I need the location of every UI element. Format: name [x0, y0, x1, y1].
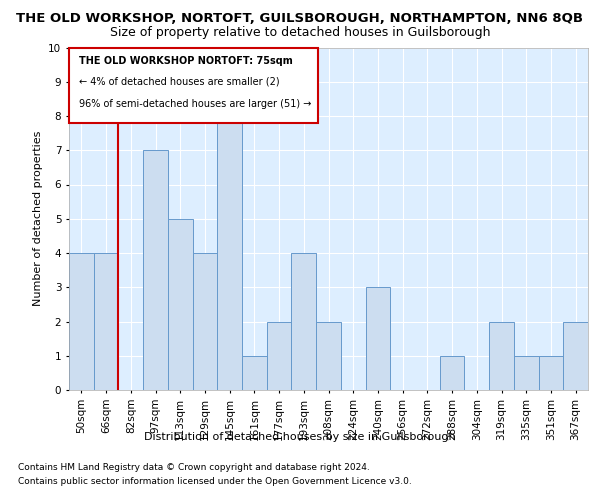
Bar — [514, 356, 539, 390]
Text: 96% of semi-detached houses are larger (51) →: 96% of semi-detached houses are larger (… — [79, 99, 312, 109]
Bar — [316, 322, 341, 390]
Bar — [143, 150, 168, 390]
Bar — [292, 253, 316, 390]
Bar — [539, 356, 563, 390]
FancyBboxPatch shape — [69, 48, 318, 123]
Text: ← 4% of detached houses are smaller (2): ← 4% of detached houses are smaller (2) — [79, 76, 280, 86]
Bar — [242, 356, 267, 390]
Bar — [217, 116, 242, 390]
Bar — [267, 322, 292, 390]
Text: THE OLD WORKSHOP NORTOFT: 75sqm: THE OLD WORKSHOP NORTOFT: 75sqm — [79, 56, 293, 66]
Bar — [563, 322, 588, 390]
Bar — [94, 253, 118, 390]
Text: Distribution of detached houses by size in Guilsborough: Distribution of detached houses by size … — [144, 432, 456, 442]
Text: THE OLD WORKSHOP, NORTOFT, GUILSBOROUGH, NORTHAMPTON, NN6 8QB: THE OLD WORKSHOP, NORTOFT, GUILSBOROUGH,… — [17, 12, 583, 26]
Text: Size of property relative to detached houses in Guilsborough: Size of property relative to detached ho… — [110, 26, 490, 39]
Text: Contains HM Land Registry data © Crown copyright and database right 2024.: Contains HM Land Registry data © Crown c… — [18, 463, 370, 472]
Bar — [365, 287, 390, 390]
Bar — [440, 356, 464, 390]
Bar — [489, 322, 514, 390]
Y-axis label: Number of detached properties: Number of detached properties — [32, 131, 43, 306]
Bar — [168, 219, 193, 390]
Bar — [69, 253, 94, 390]
Text: Contains public sector information licensed under the Open Government Licence v3: Contains public sector information licen… — [18, 476, 412, 486]
Bar — [193, 253, 217, 390]
